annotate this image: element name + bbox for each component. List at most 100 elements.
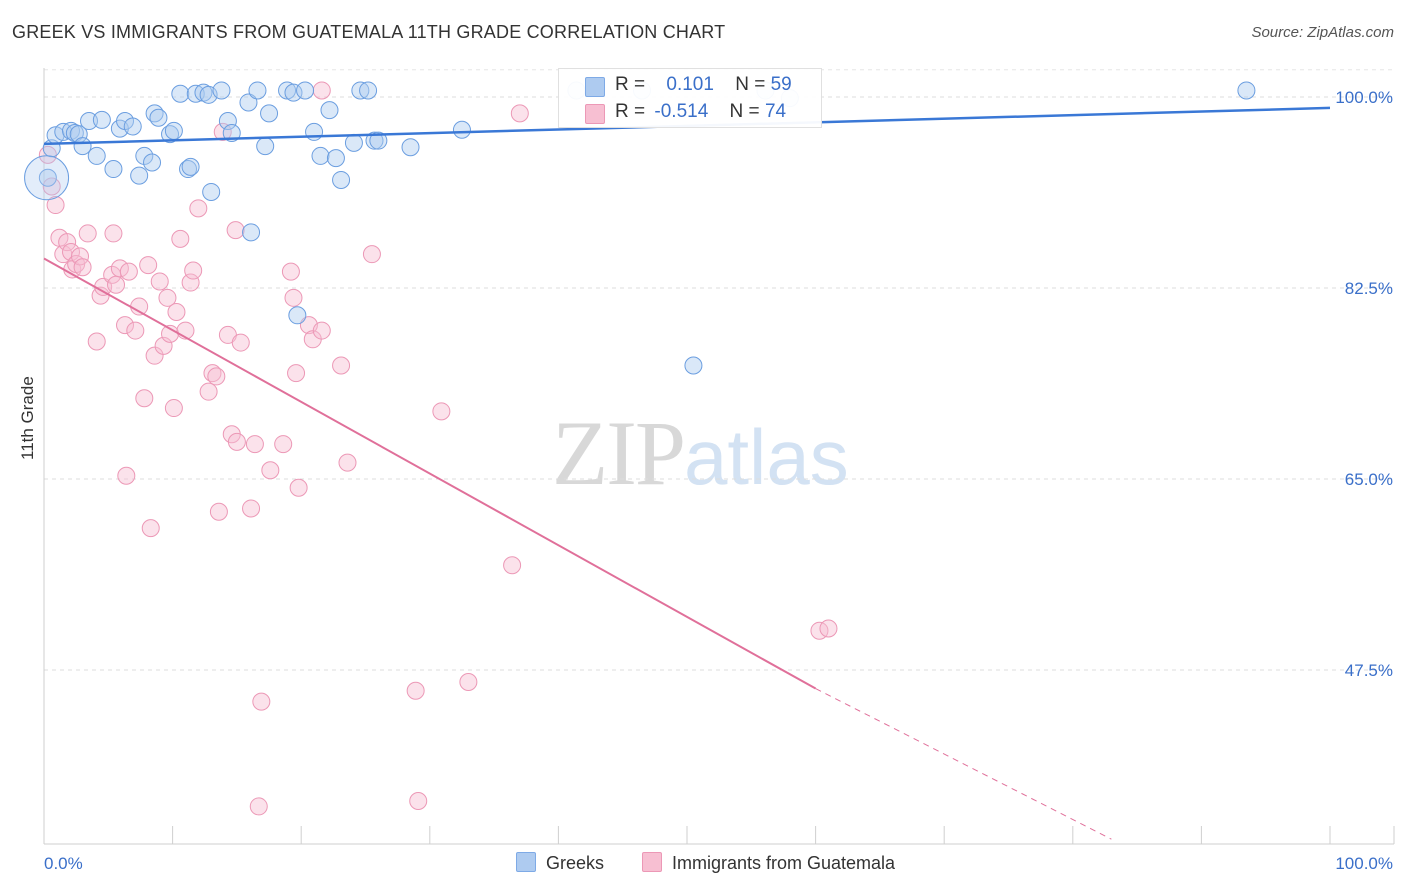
point-guatemala (226, 221, 245, 240)
point-guatemala (141, 519, 160, 538)
point-guatemala (227, 432, 246, 451)
point-greeks (24, 155, 70, 201)
point-greeks (80, 112, 99, 131)
point-guatemala (181, 273, 200, 292)
chart-source: Source: ZipAtlas.com (1251, 24, 1394, 41)
point-guatemala (231, 333, 250, 352)
point-greeks (202, 182, 221, 201)
point-guatemala (281, 262, 300, 281)
x-tick-label: 100.0% (1335, 854, 1393, 873)
legend-r-value: 0.101 (666, 74, 714, 95)
x-tick-label: 0.0% (44, 854, 83, 873)
legend-r-value: -0.514 (654, 101, 709, 122)
point-greeks (149, 108, 168, 127)
point-greeks (186, 84, 205, 103)
point-greeks (239, 93, 258, 112)
point-greeks (359, 81, 378, 100)
point-greeks (242, 223, 261, 242)
point-greeks (284, 83, 303, 102)
point-greeks (351, 81, 370, 100)
point-guatemala (199, 382, 218, 401)
y-tick-label: 65.0% (1345, 470, 1393, 489)
point-guatemala (119, 262, 138, 281)
point-guatemala (46, 196, 65, 215)
point-guatemala (432, 402, 451, 421)
point-greeks (38, 168, 57, 187)
chart-title: GREEK VS IMMIGRANTS FROM GUATEMALA 11TH … (12, 22, 726, 42)
point-guatemala (287, 364, 306, 383)
bottom-legend-guatemala: Immigrants from Guatemala (642, 852, 895, 874)
point-greeks (288, 306, 307, 325)
point-guatemala (409, 791, 428, 810)
point-guatemala (338, 453, 357, 472)
point-guatemala (249, 797, 268, 816)
point-greeks (365, 131, 384, 150)
point-guatemala (150, 272, 169, 291)
point-guatemala (289, 478, 308, 497)
point-greeks (179, 160, 198, 179)
legend-n-label: N = (735, 74, 766, 95)
watermark-atlas: atlas (684, 413, 849, 501)
legend-swatch-blue (585, 77, 605, 97)
point-guatemala (274, 435, 293, 454)
point-guatemala (362, 245, 381, 264)
point-greeks (218, 112, 237, 131)
watermark-zip: ZIP (552, 402, 686, 504)
point-guatemala (245, 435, 264, 454)
point-greeks (123, 117, 142, 136)
legend-text-greeks: R = 0.101 N = 59 (615, 74, 792, 96)
point-greeks (320, 101, 339, 120)
point-greeks (1237, 81, 1256, 100)
point-guatemala (184, 261, 203, 280)
point-greeks (344, 133, 363, 152)
point-guatemala (158, 288, 177, 307)
point-guatemala (78, 224, 97, 243)
point-greeks (311, 146, 330, 165)
point-guatemala (171, 229, 190, 248)
bottom-legend-label-guatemala: Immigrants from Guatemala (672, 853, 896, 873)
y-tick-label: 82.5% (1345, 279, 1393, 298)
bottom-legend-label-greeks: Greeks (546, 853, 605, 873)
point-guatemala (810, 621, 829, 640)
point-guatemala (167, 303, 186, 322)
point-guatemala (284, 288, 303, 307)
point-guatemala (332, 356, 351, 375)
point-guatemala (104, 224, 123, 243)
point-guatemala (164, 399, 183, 418)
point-guatemala (117, 466, 136, 485)
point-guatemala (145, 346, 164, 365)
point-guatemala (62, 242, 81, 261)
point-greeks (212, 81, 231, 100)
trendline-guatemala (43, 257, 817, 690)
point-guatemala (510, 104, 529, 123)
point-guatemala (261, 461, 280, 480)
point-guatemala (209, 502, 228, 521)
point-greeks (296, 81, 315, 100)
point-greeks (305, 122, 324, 141)
point-guatemala (312, 81, 331, 100)
y-tick-label: 100.0% (1335, 88, 1393, 107)
point-guatemala (87, 332, 106, 351)
point-greeks (278, 81, 297, 100)
point-greeks (135, 146, 154, 165)
point-guatemala (242, 499, 261, 518)
point-greeks (92, 110, 111, 129)
point-greeks (684, 356, 703, 375)
point-greeks (369, 131, 388, 150)
point-guatemala (42, 177, 61, 196)
point-guatemala (503, 556, 522, 575)
point-greeks (73, 137, 92, 156)
point-guatemala (207, 367, 226, 386)
point-guatemala (58, 233, 77, 252)
bottom-legend-greeks: Greeks (516, 852, 604, 874)
point-guatemala (252, 692, 271, 711)
legend: R = 0.101 N = 59 R = -0.514 N = 74 (558, 68, 822, 128)
point-guatemala (139, 256, 158, 275)
legend-text-guatemala: R = -0.514 N = 74 (615, 101, 786, 123)
point-greeks (164, 121, 183, 140)
point-greeks (143, 153, 162, 172)
point-guatemala (213, 122, 232, 141)
point-greeks (130, 166, 149, 185)
y-axis-label: 11th Grade (18, 376, 37, 460)
